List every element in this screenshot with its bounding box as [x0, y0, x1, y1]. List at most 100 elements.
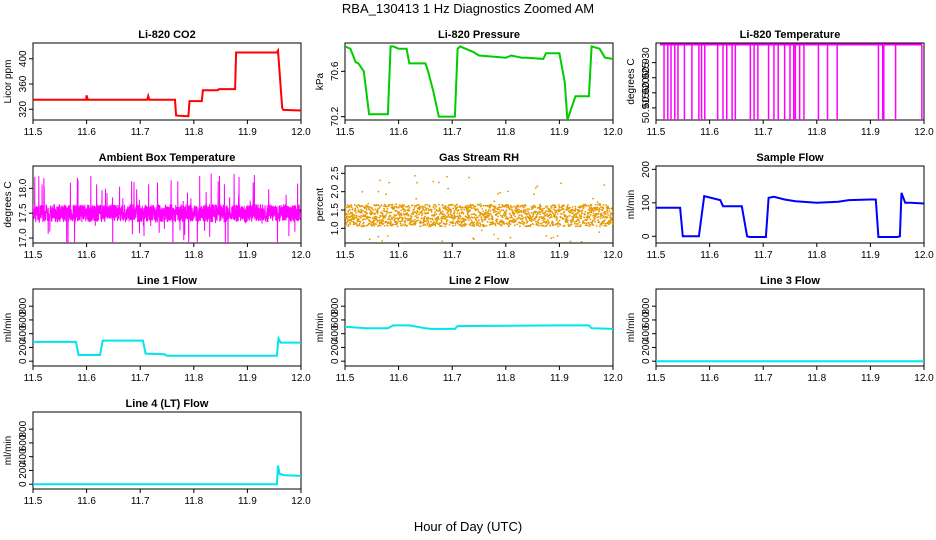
data-point	[377, 210, 379, 213]
x-tick-label: 11.5	[336, 250, 355, 261]
data-point	[574, 221, 576, 223]
data-point	[595, 225, 598, 227]
data-point	[513, 224, 516, 227]
data-point	[603, 219, 606, 222]
data-point	[383, 203, 386, 206]
data-point	[584, 210, 587, 213]
data-point	[421, 217, 423, 220]
data-point	[576, 215, 578, 218]
data-point	[389, 211, 391, 214]
data-point	[438, 213, 441, 216]
data-point	[509, 236, 512, 239]
data-point	[442, 210, 444, 213]
data-point	[487, 216, 489, 219]
data-point	[488, 212, 491, 215]
data-point	[388, 181, 391, 184]
data-point	[489, 209, 492, 212]
x-tick-label: 12.0	[291, 250, 311, 261]
data-point	[526, 207, 529, 210]
data-point	[499, 191, 501, 194]
data-point	[505, 209, 508, 212]
x-tick-label: 11.5	[24, 127, 43, 138]
data-point	[473, 238, 475, 241]
data-point	[521, 255, 523, 257]
data-point	[400, 225, 403, 227]
data-point	[541, 208, 544, 211]
data-point	[412, 213, 415, 216]
data-point	[390, 204, 393, 206]
data-point	[604, 213, 607, 216]
y-tick-label: 320	[18, 100, 29, 117]
panel-title: Gas Stream RH	[439, 152, 519, 164]
data-point	[592, 219, 595, 222]
data-point	[502, 209, 505, 212]
panel-5: Gas Stream RH percent 11.5 11.6 11.7 11.8 11.9…	[315, 152, 623, 261]
plot-area	[33, 465, 301, 486]
data-point	[587, 204, 590, 207]
data-point	[435, 209, 438, 211]
data-point	[468, 206, 471, 209]
data-point	[540, 222, 543, 225]
data-point	[527, 212, 530, 214]
data-point	[560, 182, 562, 185]
data-point	[424, 215, 426, 218]
data-point	[556, 217, 559, 219]
plot-frame	[344, 165, 614, 244]
data-point	[610, 207, 613, 210]
data-point	[551, 220, 554, 223]
data-point	[415, 204, 418, 207]
x-tick-label: 11.9	[238, 373, 257, 384]
data-point	[418, 213, 421, 216]
data-point	[422, 222, 424, 224]
data-point	[398, 211, 401, 214]
x-tick-label: 11.9	[238, 496, 257, 507]
data-point	[439, 225, 442, 228]
data-point	[597, 203, 599, 206]
data-point	[369, 206, 371, 208]
data-point	[436, 222, 439, 224]
data-point	[462, 213, 465, 215]
y-tick-label: 1.5	[330, 203, 341, 217]
data-point	[600, 212, 603, 215]
data-point	[376, 212, 379, 215]
data-point	[574, 207, 577, 210]
data-point	[539, 223, 542, 225]
data-point	[396, 210, 399, 213]
y-tick-label: 0	[641, 233, 652, 239]
x-tick-label: 11.5	[647, 250, 666, 261]
data-point	[404, 221, 406, 224]
data-point	[345, 206, 346, 209]
data-point	[443, 213, 445, 216]
data-point	[522, 220, 524, 223]
x-tick-label: 11.9	[861, 373, 880, 384]
data-point	[515, 207, 518, 210]
y-tick-label: 400	[18, 325, 29, 342]
data-point	[503, 223, 506, 225]
data-point	[479, 250, 481, 252]
data-point	[379, 205, 382, 208]
data-point	[416, 210, 419, 213]
data-point	[452, 207, 455, 210]
data-point	[446, 219, 449, 222]
data-point	[378, 216, 381, 219]
data-point	[569, 211, 572, 214]
data-point	[573, 214, 576, 217]
data-point	[546, 205, 548, 207]
data-point	[557, 244, 559, 246]
data-point	[562, 208, 565, 211]
data-point	[475, 214, 477, 217]
data-point	[416, 214, 418, 216]
data-point	[546, 223, 549, 226]
data-point	[599, 203, 602, 206]
data-point	[494, 206, 497, 209]
x-tick-label: 11.8	[184, 373, 203, 384]
data-point	[352, 213, 354, 216]
data-point	[384, 215, 387, 217]
data-point	[481, 229, 483, 232]
data-point	[552, 222, 555, 224]
data-point	[383, 210, 386, 213]
data-point	[360, 208, 362, 211]
data-point	[592, 224, 595, 227]
data-point	[488, 208, 490, 211]
data-point	[477, 216, 479, 219]
